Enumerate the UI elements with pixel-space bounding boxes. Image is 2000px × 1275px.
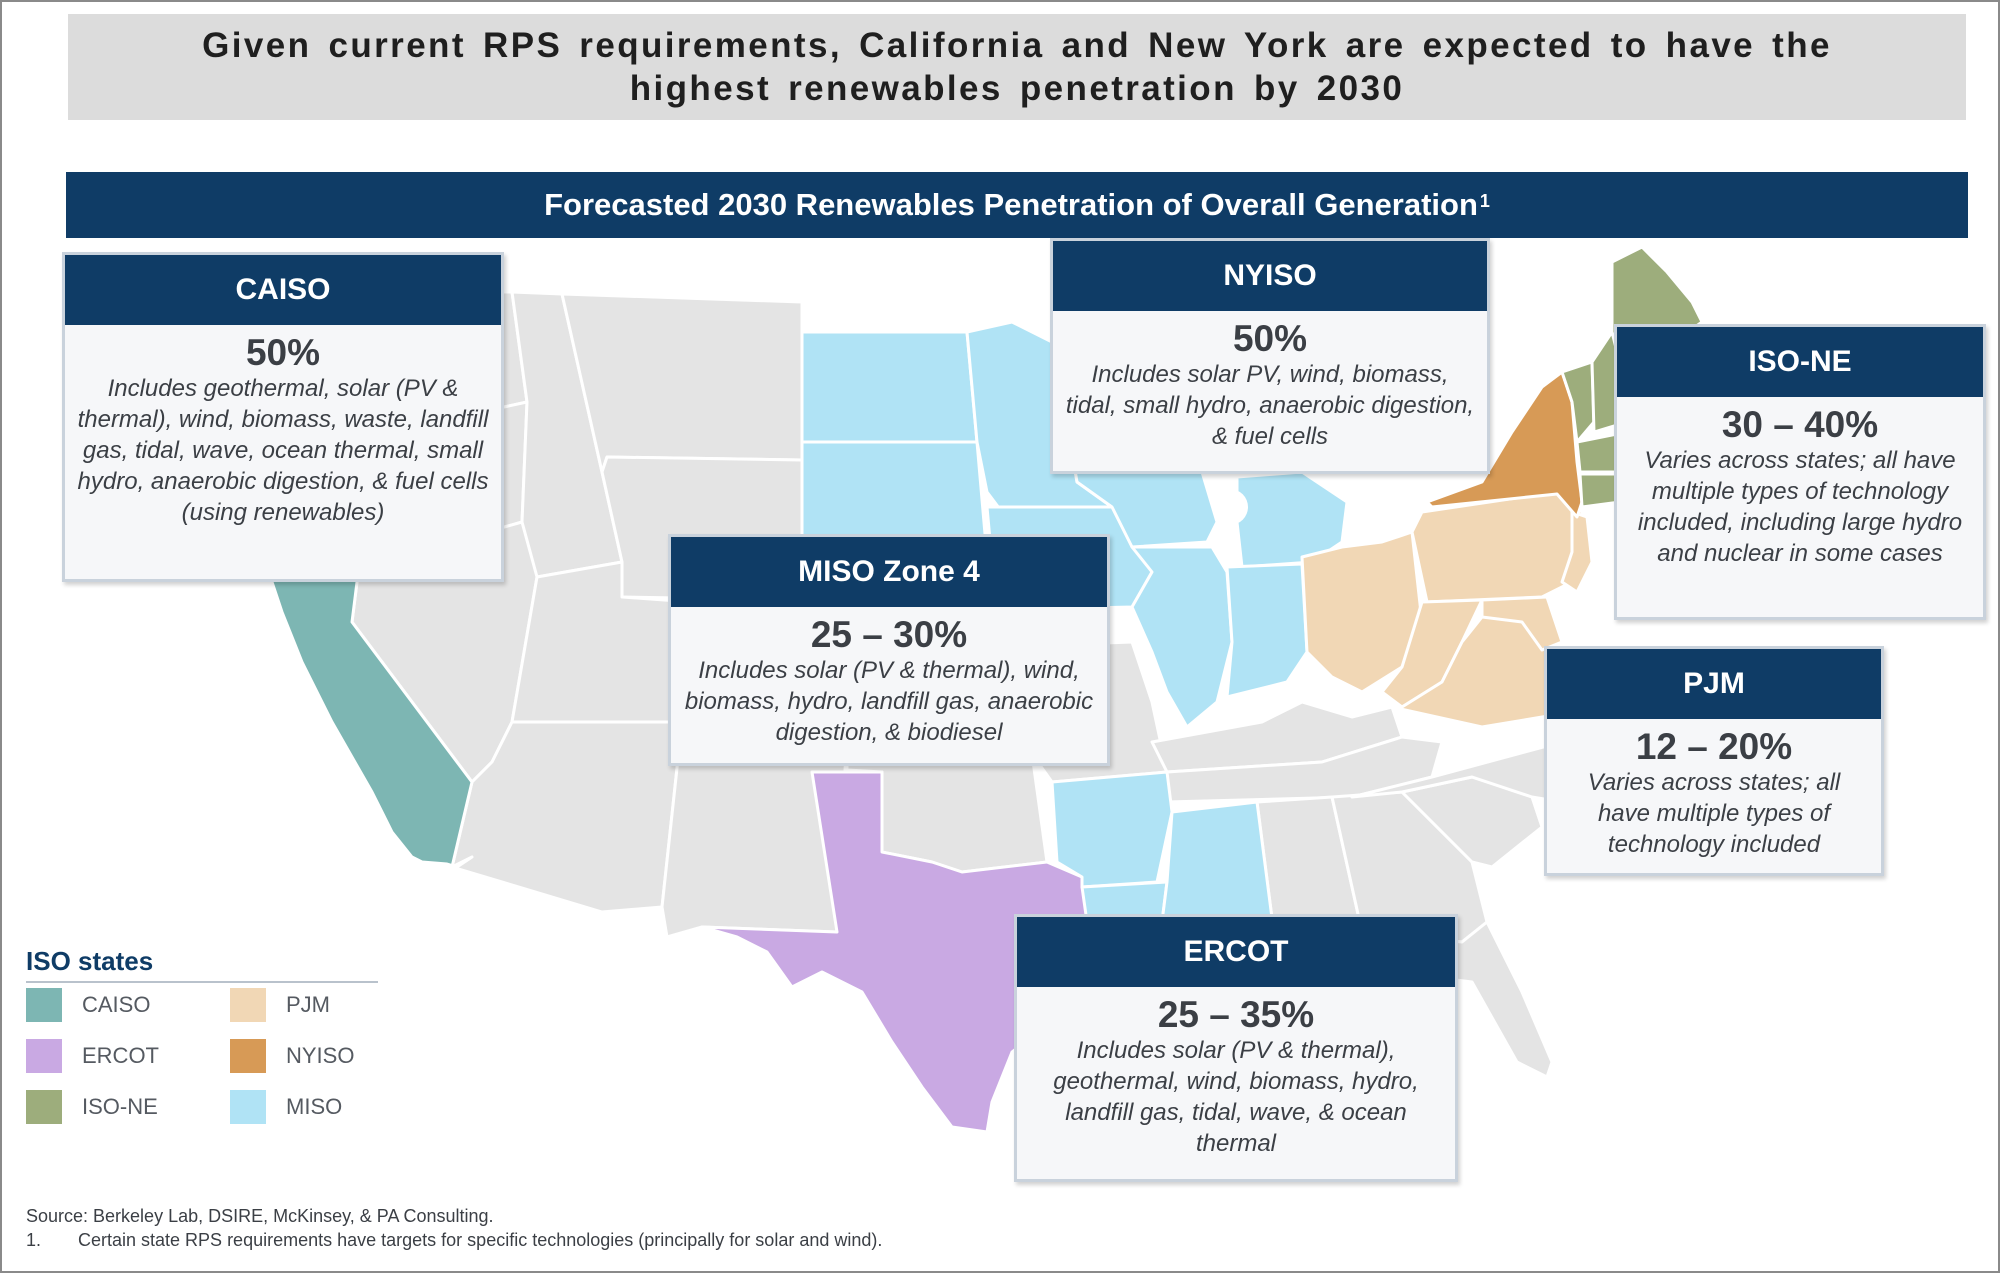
miso-callout: MISO Zone 4 25 – 30% Includes solar (PV … — [668, 534, 1110, 766]
caiso-penetration-value: 50% — [245, 332, 321, 373]
nyiso-penetration-value: 50% — [1232, 318, 1308, 359]
legend-item-ercot: ERCOT — [26, 1039, 159, 1073]
state-illinois — [1130, 545, 1234, 729]
caiso-callout-header: CAISO — [65, 255, 501, 325]
caiso-technology-description: Includes geothermal, solar (PV & thermal… — [77, 375, 489, 526]
state-tennessee — [1165, 735, 1444, 804]
legend-label-ercot: ERCOT — [82, 1043, 159, 1068]
source-note: Source: Berkeley Lab, DSIRE, McKinsey, &… — [26, 1206, 494, 1226]
legend-item-miso: MISO — [230, 1090, 342, 1124]
footnotes: Source: Berkeley Lab, DSIRE, McKinsey, &… — [26, 1204, 1526, 1252]
legend-title: ISO states — [26, 946, 378, 983]
state-maryland — [1480, 595, 1564, 652]
legend-label-miso: MISO — [286, 1094, 343, 1119]
legend-label-pjm: PJM — [286, 992, 330, 1017]
legend: ISO states CAISO ERCOT ISO-NE PJM NYISO … — [26, 946, 378, 1136]
legend-swatch-miso — [230, 1090, 266, 1124]
legend-swatch-nyiso — [230, 1039, 266, 1073]
ercot-callout: ERCOT 25 – 35% Includes solar (PV & ther… — [1014, 914, 1458, 1182]
nyiso-callout-header: NYISO — [1053, 241, 1487, 311]
headline: Given current RPS requirements, Californ… — [202, 26, 1832, 108]
legend-item-nyiso: NYISO — [230, 1039, 354, 1073]
nyiso-callout: NYISO 50% Includes solar PV, wind, bioma… — [1050, 238, 1490, 474]
headline-banner: Given current RPS requirements, Californ… — [68, 14, 1966, 120]
miso-technology-description: Includes solar (PV & thermal), wind, bio… — [684, 657, 1094, 746]
pjm-callout: PJM 12 – 20% Varies across states; all h… — [1544, 646, 1884, 876]
footnote-text: Certain state RPS requirements have targ… — [78, 1230, 883, 1250]
state-california — [265, 540, 474, 869]
legend-label-iso-ne: ISO-NE — [82, 1094, 158, 1119]
pjm-penetration-value: 12 – 20% — [1635, 726, 1793, 767]
state-texas — [700, 770, 1094, 1134]
ercot-callout-header: ERCOT — [1017, 917, 1455, 987]
miso-penetration-value: 25 – 30% — [810, 614, 968, 655]
nyiso-technology-description: Includes solar PV, wind, biomass, tidal,… — [1065, 361, 1475, 450]
legend-item-pjm: PJM — [230, 988, 330, 1022]
state-pennsylvania — [1410, 490, 1584, 604]
footnote-number: 1. — [26, 1230, 42, 1250]
iso-ne-technology-description: Varies across states; all have multiple … — [1637, 447, 1963, 567]
map-title: Forecasted 2030 Renewables Penetration o… — [544, 187, 1478, 222]
lake-michigan — [1212, 489, 1248, 525]
state-new-jersey — [1560, 510, 1594, 594]
legend-item-iso-ne: ISO-NE — [26, 1090, 158, 1124]
pjm-states — [1300, 490, 1594, 729]
map-title-bar: Forecasted 2030 Renewables Penetration o… — [66, 172, 1968, 238]
legend-swatch-pjm — [230, 988, 266, 1022]
miso-callout-header: MISO Zone 4 — [671, 537, 1107, 607]
footnote-1: 1. Certain state RPS requirements have ta… — [26, 1228, 1526, 1252]
caiso-callout: CAISO 50% Includes geothermal, solar (PV… — [62, 252, 504, 582]
state-arkansas — [1050, 770, 1174, 889]
iso-ne-callout-header: ISO-NE — [1617, 327, 1983, 397]
ercot-penetration-value: 25 – 35% — [1157, 994, 1315, 1035]
ercot-technology-description: Includes solar (PV & thermal), geotherma… — [1053, 1037, 1419, 1157]
state-montana — [560, 292, 804, 474]
pjm-callout-header: PJM — [1547, 649, 1881, 719]
legend-swatch-iso-ne — [26, 1090, 62, 1124]
iso-ne-callout: ISO-NE 30 – 40% Varies across states; al… — [1614, 324, 1986, 620]
state-vermont — [1560, 360, 1596, 444]
legend-swatch-caiso — [26, 988, 62, 1022]
legend-item-caiso: CAISO — [26, 988, 150, 1022]
legend-swatch-ercot — [26, 1039, 62, 1073]
state-north-dakota — [800, 330, 979, 444]
legend-label-nyiso: NYISO — [286, 1043, 355, 1068]
iso-ne-penetration-value: 30 – 40% — [1721, 404, 1879, 445]
state-indiana — [1225, 562, 1309, 699]
map-title-footnote-marker: 1 — [1479, 190, 1490, 211]
legend-label-caiso: CAISO — [82, 992, 151, 1017]
pjm-technology-description: Varies across states; all have multiple … — [1587, 769, 1841, 858]
